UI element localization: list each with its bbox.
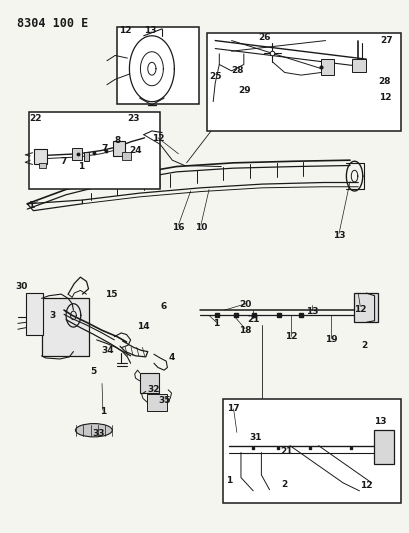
Text: 13: 13 [143,26,156,35]
Text: 16: 16 [172,223,184,232]
Bar [113,141,124,156]
Text: 26: 26 [257,34,270,43]
Text: 30: 30 [16,282,28,291]
Text: 8304 100 E: 8304 100 E [17,17,88,30]
Text: 12: 12 [378,93,390,102]
Text: 12: 12 [119,26,131,35]
Bar [72,149,82,160]
Text: 1: 1 [99,407,106,416]
Text: 7: 7 [101,144,108,153]
Text: 25: 25 [209,71,221,80]
Bar [373,430,393,464]
Bar [117,27,198,104]
Text: 29: 29 [238,85,251,94]
Text: 22: 22 [29,114,42,123]
Bar [207,33,400,131]
Bar [321,59,333,75]
Text: 8: 8 [114,136,120,145]
Text: 23: 23 [127,114,139,123]
Text: 13: 13 [305,307,317,316]
Bar [39,163,46,168]
Bar [223,399,400,503]
Text: 33: 33 [92,430,105,439]
Text: 1: 1 [213,319,219,328]
Text: 2: 2 [281,480,287,489]
Text: 2: 2 [360,341,366,350]
Text: 21: 21 [246,315,259,324]
Bar [29,112,160,189]
Text: 21: 21 [280,447,292,456]
Text: 18: 18 [238,326,251,335]
Bar [34,149,47,164]
Text: 27: 27 [380,36,392,45]
Text: 24: 24 [129,146,142,155]
Text: 6: 6 [160,302,166,311]
Text: 12: 12 [353,304,366,313]
Text: 32: 32 [147,385,160,394]
Text: 34: 34 [101,346,114,355]
Text: 19: 19 [324,335,336,344]
Text: 10: 10 [194,223,207,232]
Text: 13: 13 [373,417,386,426]
Text: 35: 35 [158,396,171,405]
Text: 17: 17 [227,405,239,414]
Text: 1: 1 [226,476,232,484]
Text: 28: 28 [231,67,243,75]
Text: 28: 28 [378,77,390,86]
Bar [139,373,159,393]
Text: 5: 5 [90,367,97,376]
Text: 1: 1 [28,201,34,210]
Text: 15: 15 [105,289,117,298]
Text: 14: 14 [136,321,149,330]
Bar [41,298,88,356]
Text: 4: 4 [168,353,174,362]
Bar [351,59,366,72]
Text: 13: 13 [332,231,344,240]
Text: 12: 12 [151,134,164,143]
Text: 12: 12 [284,332,297,341]
Bar [84,152,89,161]
Bar [353,293,377,322]
Text: 7: 7 [61,157,67,166]
Ellipse shape [75,424,112,437]
Bar [122,152,130,160]
Text: 31: 31 [249,433,262,442]
Text: 1: 1 [78,162,85,171]
Text: 3: 3 [50,311,56,320]
Text: 20: 20 [239,300,252,309]
Bar [146,394,166,411]
Text: 12: 12 [359,481,372,490]
Bar [26,293,43,335]
